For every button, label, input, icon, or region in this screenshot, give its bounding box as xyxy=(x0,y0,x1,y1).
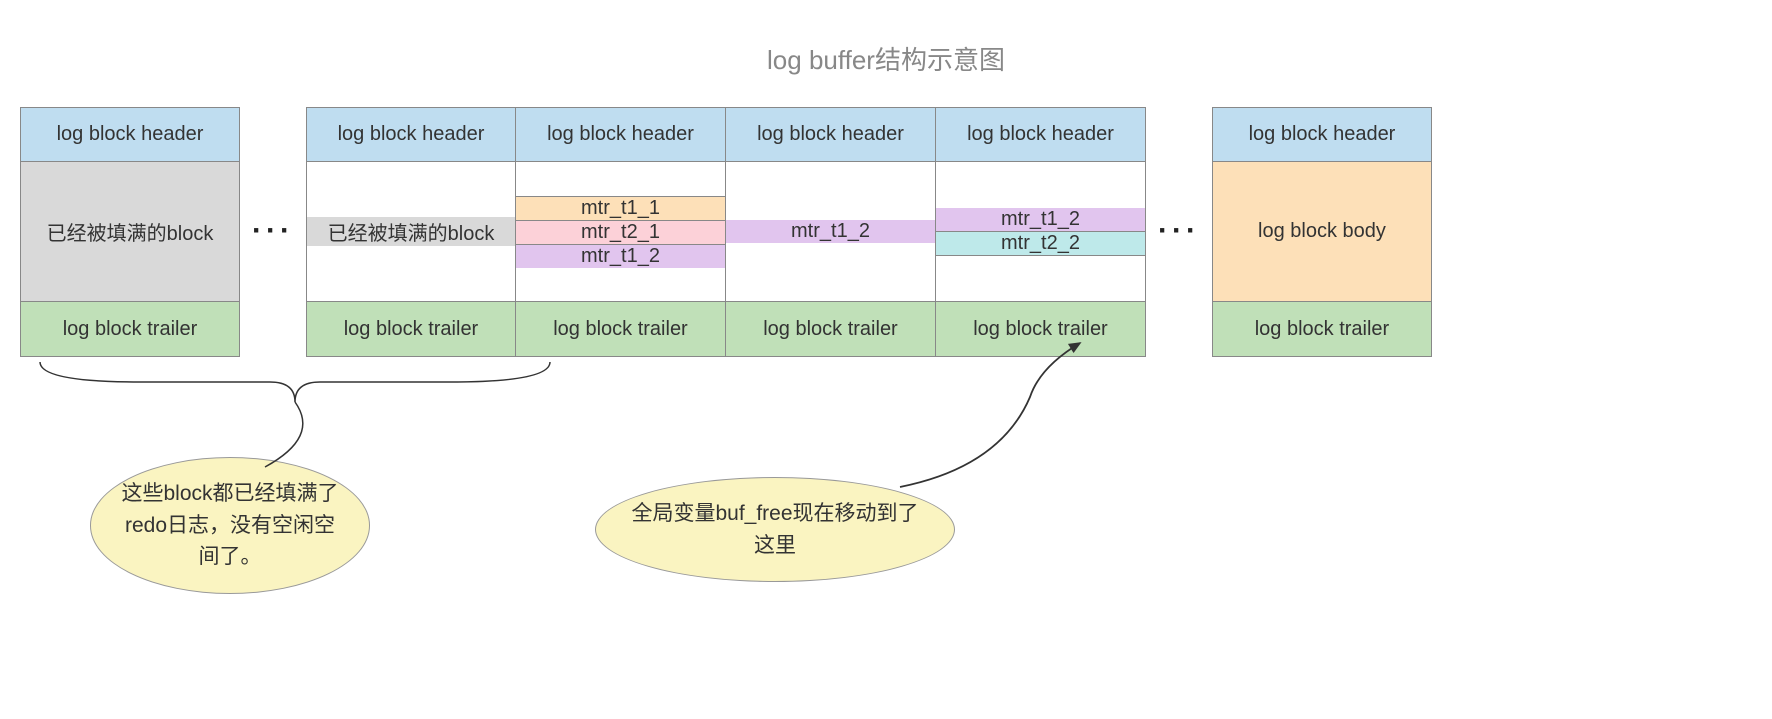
ellipsis: ··· xyxy=(1146,107,1212,355)
mtr-segment: mtr_t1_2 xyxy=(516,245,725,268)
cell: log block body xyxy=(1213,162,1431,302)
cell: 已经被填满的block xyxy=(21,162,239,302)
ellipsis: ··· xyxy=(240,107,306,355)
cell: log block trailer xyxy=(21,302,239,356)
callout-left: 这些block都已经填满了redo日志，没有空闲空间了。 xyxy=(90,457,370,594)
log-block: log block headermtr_t1_2mtr_t2_2log bloc… xyxy=(936,107,1146,357)
diagram-title: log buffer结构示意图 xyxy=(20,40,1752,77)
callout-right-arrow xyxy=(880,337,1100,497)
block-body: mtr_t1_2mtr_t2_2 xyxy=(936,162,1145,302)
cell: log block trailer xyxy=(516,302,725,356)
cell: log block header xyxy=(516,108,725,162)
log-block: log block header 已经被填满的block log block tra… xyxy=(306,107,516,357)
log-block: log block header已经被填满的blocklog block tra… xyxy=(20,107,240,357)
cell: log block trailer xyxy=(1213,302,1431,356)
block-body: mtr_t1_1mtr_t2_1mtr_t1_2 xyxy=(516,162,725,302)
cell: log block trailer xyxy=(307,302,515,356)
cell: log block header xyxy=(307,108,515,162)
log-block: log block headerlog block bodylog block … xyxy=(1212,107,1432,357)
callout-left-tail xyxy=(260,397,340,477)
mtr-segment: 已经被填满的block xyxy=(307,217,515,246)
cell: log block header xyxy=(21,108,239,162)
annotation-area: 这些block都已经填满了redo日志，没有空闲空间了。 全局变量buf_fre… xyxy=(20,357,1752,677)
log-block: log block headermtr_t1_1mtr_t2_1mtr_t1_2… xyxy=(516,107,726,357)
mtr-segment: mtr_t1_1 xyxy=(516,197,725,221)
cell: log block header xyxy=(936,108,1145,162)
cell: log block header xyxy=(1213,108,1431,162)
log-block: log block headermtr_t1_2log block traile… xyxy=(726,107,936,357)
block-body: 已经被填满的block xyxy=(307,162,515,302)
mtr-segment: mtr_t1_2 xyxy=(936,208,1145,232)
cell: log block header xyxy=(726,108,935,162)
mtr-segment: mtr_t2_1 xyxy=(516,221,725,245)
mtr-segment: mtr_t1_2 xyxy=(726,220,935,243)
diagram-row: log block header已经被填满的blocklog block tra… xyxy=(20,107,1752,357)
block-body: mtr_t1_2 xyxy=(726,162,935,302)
mtr-segment: mtr_t2_2 xyxy=(936,232,1145,256)
